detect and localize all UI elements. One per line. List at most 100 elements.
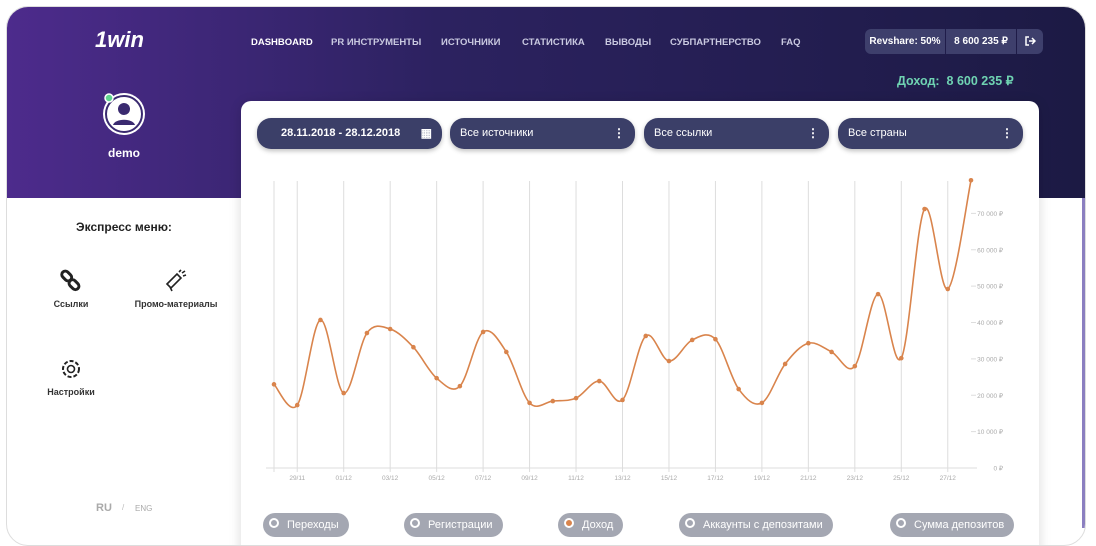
filter-text: Все страны xyxy=(848,127,907,139)
y-tick-label: 30 000 ₽ xyxy=(977,355,1004,363)
y-tick-label: 70 000 ₽ xyxy=(977,210,1004,218)
point xyxy=(294,402,300,408)
nav-item[interactable]: СТАТИСТИКА xyxy=(522,37,585,48)
nav-item[interactable]: FAQ xyxy=(781,37,801,48)
radio xyxy=(685,518,695,528)
nav-item[interactable]: PR ИНСТРУМЕНТЫ xyxy=(331,37,422,48)
x-tick-label: 17/12 xyxy=(707,475,724,482)
point xyxy=(341,390,347,396)
x-tick-label: 07/12 xyxy=(475,475,492,482)
point xyxy=(689,337,695,343)
username: demo xyxy=(107,146,141,160)
x-tick-label: 03/12 xyxy=(382,475,399,482)
legend-text: Сумма депозитов xyxy=(914,519,1005,531)
point xyxy=(736,386,741,392)
menu-item[interactable]: Настройки xyxy=(47,387,95,397)
point xyxy=(596,378,602,384)
point xyxy=(945,286,951,292)
x-tick-label: 15/12 xyxy=(661,475,678,482)
more-icon: ⋮ xyxy=(807,126,819,140)
point xyxy=(573,395,579,401)
point xyxy=(527,400,532,406)
point xyxy=(759,400,765,406)
legend-text: Переходы xyxy=(287,519,339,531)
point xyxy=(643,333,649,339)
nav-item[interactable]: DASHBOARD xyxy=(251,37,313,48)
point xyxy=(968,177,974,183)
separator: / xyxy=(122,503,125,512)
y-tick-label: 0 ₽ xyxy=(993,465,1003,473)
filter-text: Все источники xyxy=(460,127,534,139)
more-icon: ⋮ xyxy=(1001,126,1013,140)
filter-text: 28.11.2018 - 28.12.2018 xyxy=(281,127,401,139)
point xyxy=(852,363,858,369)
y-tick-label: 10 000 ₽ xyxy=(977,428,1004,436)
x-tick-label: 13/12 xyxy=(614,475,631,482)
x-tick-label: 09/12 xyxy=(521,475,538,482)
point xyxy=(620,397,625,403)
x-tick-label: 25/12 xyxy=(893,475,910,482)
legend-item[interactable]: Сумма депозитов xyxy=(890,513,1015,537)
lang-ru[interactable]: RU xyxy=(96,502,112,514)
point xyxy=(875,291,881,297)
filter[interactable]: Все страны ⋮ xyxy=(838,118,1023,149)
x-tick-label: 19/12 xyxy=(754,475,771,482)
point xyxy=(806,340,811,346)
radio xyxy=(269,518,279,528)
legend-item[interactable]: Аккаунты с депозитами xyxy=(679,513,833,537)
y-tick-label: 40 000 ₽ xyxy=(977,319,1004,327)
x-tick-label: 21/12 xyxy=(800,475,817,482)
point xyxy=(922,206,927,212)
x-tick-label: 23/12 xyxy=(847,475,864,482)
logout-button[interactable] xyxy=(1017,29,1043,54)
filter[interactable]: 28.11.2018 - 28.12.2018 ▦ xyxy=(257,118,442,149)
chart: 0 ₽ 10 000 ₽ 20 000 ₽ 30 000 ₽ 40 000 ₽ 50 00… xyxy=(266,177,1004,482)
point xyxy=(829,349,834,355)
settings-icon[interactable] xyxy=(60,358,82,380)
nav-item[interactable]: ИСТОЧНИКИ xyxy=(441,37,501,48)
point xyxy=(318,317,323,323)
window: 1win Revshare: 50% 8 600 235 ₽ Доход: 8 … xyxy=(6,6,1086,546)
balance: 8 600 235 ₽ xyxy=(946,29,1016,54)
scrollbar[interactable] xyxy=(1082,198,1085,528)
income-label: Доход: xyxy=(897,74,940,88)
legend-text: Доход xyxy=(582,519,614,531)
point xyxy=(364,330,370,336)
point xyxy=(480,329,486,335)
x-tick-label: 05/12 xyxy=(428,475,445,482)
menu-item[interactable]: Промо-материалы xyxy=(134,299,218,309)
nav-item[interactable]: ВЫВОДЫ xyxy=(605,37,652,48)
income-value: 8 600 235 ₽ xyxy=(946,74,1014,88)
legend-item[interactable]: Переходы xyxy=(263,513,349,537)
income: Доход: 8 600 235 ₽ xyxy=(897,73,1014,88)
filter-text: Все ссылки xyxy=(654,127,713,139)
express-title: Экспресс меню: xyxy=(76,220,172,234)
lang-eng[interactable]: ENG xyxy=(135,504,153,513)
calendar-icon: ▦ xyxy=(420,126,432,140)
card xyxy=(241,101,1039,545)
logo[interactable]: 1win xyxy=(95,27,144,52)
x-tick-label: 11/12 xyxy=(568,475,584,482)
point xyxy=(411,344,416,350)
y-tick-label: 50 000 ₽ xyxy=(977,283,1004,291)
promo-icon[interactable] xyxy=(164,269,188,293)
y-tick-label: 60 000 ₽ xyxy=(977,246,1004,254)
legend-item[interactable]: Доход xyxy=(558,513,624,537)
radio xyxy=(564,518,574,528)
filter[interactable]: Все ссылки ⋮ xyxy=(644,118,829,149)
links-icon[interactable] xyxy=(59,269,83,293)
avatar[interactable] xyxy=(99,89,149,139)
legend-item[interactable]: Регистрации xyxy=(404,513,503,537)
point xyxy=(271,382,277,387)
nav-item[interactable]: СУБПАРТНЕРСТВО xyxy=(670,37,761,48)
menu-item[interactable]: Ссылки xyxy=(53,299,89,309)
point xyxy=(782,361,788,367)
revshare: Revshare: 50% xyxy=(865,29,945,54)
filter[interactable]: Все источники ⋮ xyxy=(450,118,635,149)
point xyxy=(666,358,672,364)
legend-text: Аккаунты с депозитами xyxy=(703,519,823,531)
x-tick-label: 01/12 xyxy=(336,475,353,482)
x-tick-label: 29/11 xyxy=(289,475,305,482)
point xyxy=(550,398,556,404)
